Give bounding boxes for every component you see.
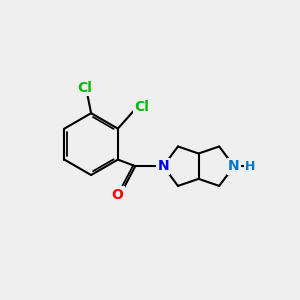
Text: N: N bbox=[228, 159, 240, 173]
Text: H: H bbox=[245, 160, 255, 173]
Text: O: O bbox=[112, 188, 124, 202]
Text: Cl: Cl bbox=[77, 81, 92, 94]
Text: N: N bbox=[158, 159, 169, 173]
Text: Cl: Cl bbox=[134, 100, 149, 115]
